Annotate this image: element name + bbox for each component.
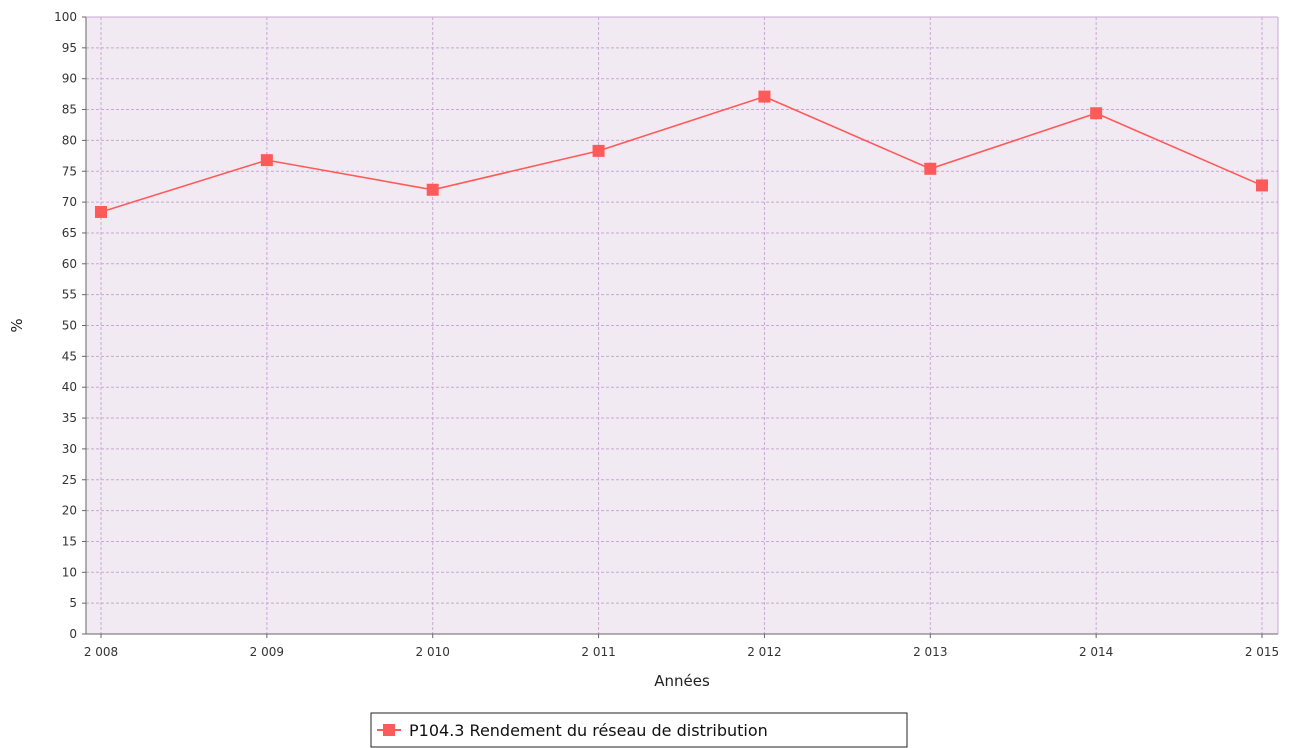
y-tick-label: 35 [62,411,77,425]
legend-box [370,712,908,748]
y-tick-label: 55 [62,288,77,302]
x-tick-label: 2 014 [1079,645,1113,659]
y-tick-label: 60 [62,257,77,271]
y-tick-label: 70 [62,195,77,209]
data-point [924,162,937,175]
x-tick-label: 2 012 [747,645,781,659]
y-axis-ticks: 0 5 10 15 20 25 30 35 40 45 50 55 60 65 70 75 80 85 90 95 10… [54,10,86,641]
y-axis-title: % [8,318,26,332]
x-tick-label: 2 010 [416,645,450,659]
x-tick-label: 2 008 [84,645,118,659]
series-line [100,95,1263,213]
x-axis-ticks: 2 008 2 009 2 010 2 011 2 012 2 013 2 014 2 015 [84,634,1279,659]
legend-label: P104.3 Rendement du réseau de distributi… [409,721,768,740]
y-tick-label: 85 [62,103,77,117]
x-tick-label: 2 011 [581,645,615,659]
y-tick-label: 50 [62,319,77,333]
y-tick-label: 75 [62,164,77,178]
data-point [95,205,107,218]
y-tick-label: 0 [69,627,77,641]
y-tick-label: 45 [62,349,77,363]
data-point [1090,107,1103,120]
legend: P104.3 Rendement du réseau de distributi… [370,712,908,748]
y-tick-label: 65 [62,226,77,240]
y-tick-label: 30 [62,442,77,456]
x-tick-label: 2 015 [1245,645,1279,659]
data-point [260,154,273,167]
legend-marker [383,724,395,736]
data-point [1256,179,1268,192]
grid [86,16,1278,634]
y-tick-label: 80 [62,133,77,147]
x-tick-label: 2 013 [913,645,947,659]
y-tick-label: 20 [62,504,77,518]
y-tick-label: 40 [62,380,77,394]
y-tick-label: 100 [54,10,77,24]
y-tick-label: 5 [69,596,77,610]
y-tick-label: 25 [62,473,77,487]
y-tick-label: 10 [62,565,77,579]
y-tick-label: 95 [62,41,77,55]
data-point [758,90,771,103]
data-point [426,183,439,196]
y-tick-label: 15 [62,534,77,548]
data-point [592,144,605,157]
y-tick-label: 90 [62,72,77,86]
series [95,90,1268,218]
x-tick-label: 2 009 [250,645,284,659]
x-axis-title: Années [654,672,710,690]
